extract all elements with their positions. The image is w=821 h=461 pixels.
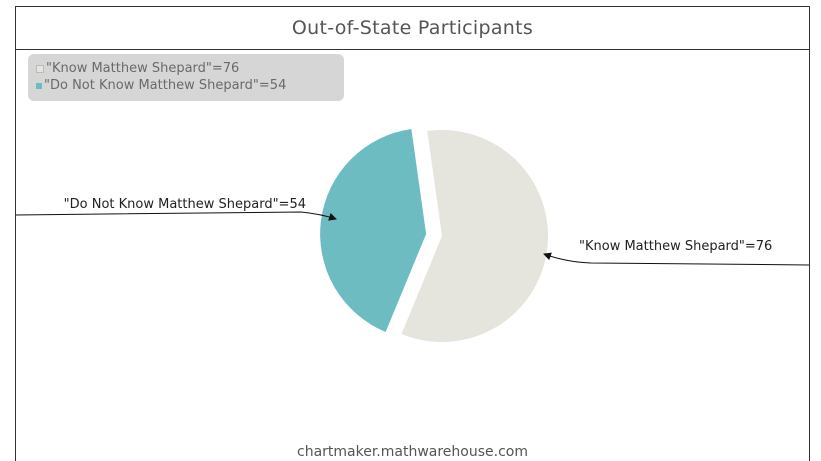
callout-line-know <box>543 252 809 266</box>
legend-swatch-do-not-know <box>36 82 42 89</box>
pie-chart: "Do Not Know Matthew Shepard"=54 "Know M… <box>16 129 809 342</box>
pie-slice-do-not-know <box>320 129 427 332</box>
legend: "Know Matthew Shepard"=76 "Do Not Know M… <box>28 54 344 101</box>
legend-label-know: "Know Matthew Shepard"=76 <box>46 61 240 76</box>
legend-item-do-not-know: "Do Not Know Matthew Shepard"=54 <box>36 77 336 94</box>
legend-label-do-not-know: "Do Not Know Matthew Shepard"=54 <box>44 78 287 93</box>
legend-swatch-know <box>36 64 44 73</box>
callout-label-know: "Know Matthew Shepard"=76 <box>579 239 772 254</box>
chart-title: Out-of-State Participants <box>291 17 534 39</box>
pie-slice-know <box>401 130 548 342</box>
watermark: chartmaker.mathwarehouse.com <box>297 444 528 460</box>
title-bar: Out-of-State Participants <box>16 7 809 50</box>
legend-item-know: "Know Matthew Shepard"=76 <box>36 60 336 77</box>
callout-label-do-not-know: "Do Not Know Matthew Shepard"=54 <box>64 197 306 212</box>
callouts-layer: "Do Not Know Matthew Shepard"=54 "Know M… <box>16 197 809 266</box>
slices-layer <box>320 129 548 342</box>
chart-frame: Out-of-State Participants "Do Not Know M… <box>15 6 810 461</box>
callout-line-do-not-know <box>16 211 337 221</box>
